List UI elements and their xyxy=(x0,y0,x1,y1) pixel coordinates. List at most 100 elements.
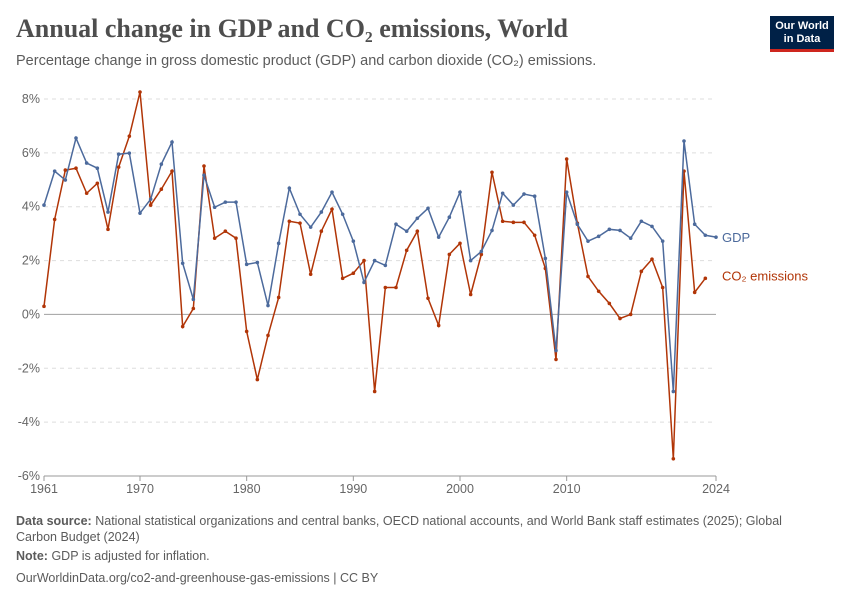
data-point xyxy=(522,192,526,196)
source-url[interactable]: OurWorldinData.org/co2-and-greenhouse-ga… xyxy=(16,571,379,585)
x-tick-label: 1980 xyxy=(233,482,261,496)
legend-label: GDP xyxy=(722,230,750,245)
data-point xyxy=(170,169,174,173)
data-point xyxy=(95,181,100,186)
data-point xyxy=(511,220,516,225)
y-tick-label: 6% xyxy=(22,146,40,160)
data-point xyxy=(116,165,121,169)
data-point xyxy=(639,219,644,224)
data-point xyxy=(671,389,676,394)
chart-title: Annual change in GDP and CO₂ emissions, … xyxy=(16,14,569,43)
y-tick-label: 2% xyxy=(22,254,40,268)
y-tick-label: -2% xyxy=(18,361,40,375)
data-point xyxy=(404,229,409,234)
data-point xyxy=(596,289,601,294)
data-point xyxy=(287,186,292,190)
y-tick-label: -6% xyxy=(18,469,40,483)
data-point xyxy=(52,169,57,173)
data-point xyxy=(127,151,132,155)
legend-label: CO₂ emissions xyxy=(722,268,808,283)
data-point xyxy=(426,206,430,211)
data-point xyxy=(52,217,57,222)
data-point xyxy=(234,200,238,204)
data-point xyxy=(372,258,377,263)
data-point xyxy=(266,303,270,308)
data-point xyxy=(383,263,388,268)
data-point xyxy=(458,241,462,246)
data-point xyxy=(84,191,89,196)
data-point xyxy=(74,166,78,171)
data-point xyxy=(351,239,356,243)
x-tick-label: 1970 xyxy=(126,482,154,496)
data-point xyxy=(404,248,409,253)
data-point xyxy=(447,252,452,257)
data-point xyxy=(490,228,494,233)
data-point xyxy=(42,304,46,309)
data-point xyxy=(63,168,68,172)
data-point xyxy=(714,235,718,239)
data-point xyxy=(191,306,196,311)
data-point xyxy=(138,211,142,215)
data-point xyxy=(479,252,484,257)
data-point xyxy=(63,178,68,182)
y-tick-label: 8% xyxy=(22,92,40,106)
data-point xyxy=(490,170,494,175)
data-point xyxy=(575,222,580,227)
data-point xyxy=(340,276,345,281)
data-point xyxy=(372,389,377,394)
data-point xyxy=(202,173,206,178)
data-point xyxy=(415,229,420,234)
data-point xyxy=(660,239,665,243)
data-point xyxy=(522,220,526,225)
x-tick-label: 2010 xyxy=(553,482,581,496)
data-point xyxy=(234,236,238,241)
data-point xyxy=(170,140,174,144)
data-point xyxy=(394,285,398,290)
data-source: Data source: National statistical organi… xyxy=(16,514,782,544)
data-point xyxy=(266,333,270,338)
data-point xyxy=(500,219,505,224)
data-point xyxy=(180,261,185,266)
data-point xyxy=(468,258,473,263)
data-point xyxy=(308,272,313,277)
data-point xyxy=(426,296,430,301)
data-point xyxy=(618,316,622,321)
data-point xyxy=(415,216,420,221)
data-point xyxy=(340,212,345,217)
data-point xyxy=(564,157,569,161)
data-point xyxy=(351,271,356,276)
data-point xyxy=(436,235,441,239)
data-point xyxy=(650,257,654,262)
data-point xyxy=(458,190,462,194)
data-point xyxy=(586,274,590,279)
data-point xyxy=(628,236,633,241)
data-point xyxy=(447,215,452,220)
x-tick-label: 2024 xyxy=(702,482,730,496)
data-point xyxy=(223,200,228,204)
owid-logo[interactable]: Our World in Data xyxy=(770,16,834,52)
data-point xyxy=(330,207,334,211)
data-point xyxy=(180,324,185,329)
data-point xyxy=(394,222,398,227)
data-point xyxy=(703,276,708,281)
data-point xyxy=(202,164,206,168)
data-point xyxy=(298,212,302,217)
series-line xyxy=(43,91,706,459)
chart-subtitle: Percentage change in gross domestic prod… xyxy=(16,53,597,69)
data-point xyxy=(191,297,196,302)
data-point xyxy=(586,239,590,243)
data-point xyxy=(500,191,505,196)
data-point xyxy=(212,236,217,241)
data-point xyxy=(148,197,153,201)
data-point xyxy=(212,205,217,210)
data-point xyxy=(362,280,366,285)
series-line xyxy=(43,135,717,392)
data-point xyxy=(564,190,569,194)
data-point xyxy=(330,190,334,194)
data-point xyxy=(42,203,46,207)
data-point xyxy=(116,152,121,157)
data-point xyxy=(148,203,153,207)
data-point xyxy=(639,269,644,274)
y-tick-label: -4% xyxy=(18,415,40,429)
